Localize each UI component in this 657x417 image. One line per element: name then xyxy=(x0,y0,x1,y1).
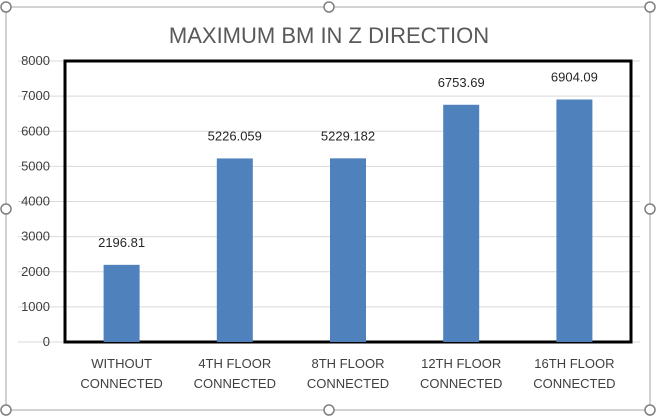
x-tick-label: CONNECTED xyxy=(194,376,276,391)
y-tick-label: 5000 xyxy=(21,158,50,173)
resize-handle-middle-right[interactable] xyxy=(644,203,656,215)
y-tick-label: 8000 xyxy=(21,53,50,68)
y-tick-label: 3000 xyxy=(21,229,50,244)
bars xyxy=(103,99,593,342)
resize-handle-bottom-right[interactable] xyxy=(644,404,656,416)
data-label: 6904.09 xyxy=(551,69,598,84)
x-tick-label: 12TH FLOOR xyxy=(421,356,501,371)
bar[interactable] xyxy=(216,158,253,342)
x-tick-label: CONNECTED xyxy=(307,376,389,391)
y-tick-label: 4000 xyxy=(21,194,50,209)
resize-handle-bottom-center[interactable] xyxy=(323,404,335,416)
resize-handle-top-center[interactable] xyxy=(323,1,335,13)
x-axis-tick-labels: WITHOUT CONNECTED 4TH FLOOR CONNECTED 8TH FL… xyxy=(80,356,615,391)
x-tick-label: CONNECTED xyxy=(420,376,502,391)
y-tick-label: 6000 xyxy=(21,123,50,138)
chart-title: MAXIMUM BM IN Z DIRECTION xyxy=(169,23,489,48)
y-tick-label: 7000 xyxy=(21,88,50,103)
y-tick-label: 1000 xyxy=(21,299,50,314)
x-tick-label: 8TH FLOOR xyxy=(312,356,385,371)
x-tick-label: WITHOUT xyxy=(91,356,152,371)
data-label: 5229.182 xyxy=(321,128,375,143)
data-labels: 2196.81 5226.059 5229.182 6753.69 6904.09 xyxy=(98,69,598,249)
data-label: 2196.81 xyxy=(98,235,145,250)
y-tick-label: 2000 xyxy=(21,264,50,279)
y-tick-label: 0 xyxy=(43,334,50,349)
x-tick-label: CONNECTED xyxy=(80,376,162,391)
x-tick-label: 16TH FLOOR xyxy=(534,356,614,371)
resize-handle-top-right[interactable] xyxy=(644,1,656,13)
bar[interactable] xyxy=(103,264,140,342)
data-label: 6753.69 xyxy=(438,75,485,90)
resize-handle-middle-left[interactable] xyxy=(0,203,12,215)
bar[interactable] xyxy=(556,99,593,342)
bar[interactable] xyxy=(443,104,480,342)
resize-handle-top-left[interactable] xyxy=(0,1,12,13)
data-label: 5226.059 xyxy=(208,128,262,143)
bar[interactable] xyxy=(330,158,366,342)
x-tick-label: CONNECTED xyxy=(533,376,615,391)
resize-handle-bottom-left[interactable] xyxy=(0,404,12,416)
y-axis-tick-labels: 0 1000 2000 3000 4000 5000 6000 7000 8000 xyxy=(21,53,50,349)
chart-area-frame[interactable] xyxy=(5,6,651,411)
x-tick-label: 4TH FLOOR xyxy=(198,356,271,371)
